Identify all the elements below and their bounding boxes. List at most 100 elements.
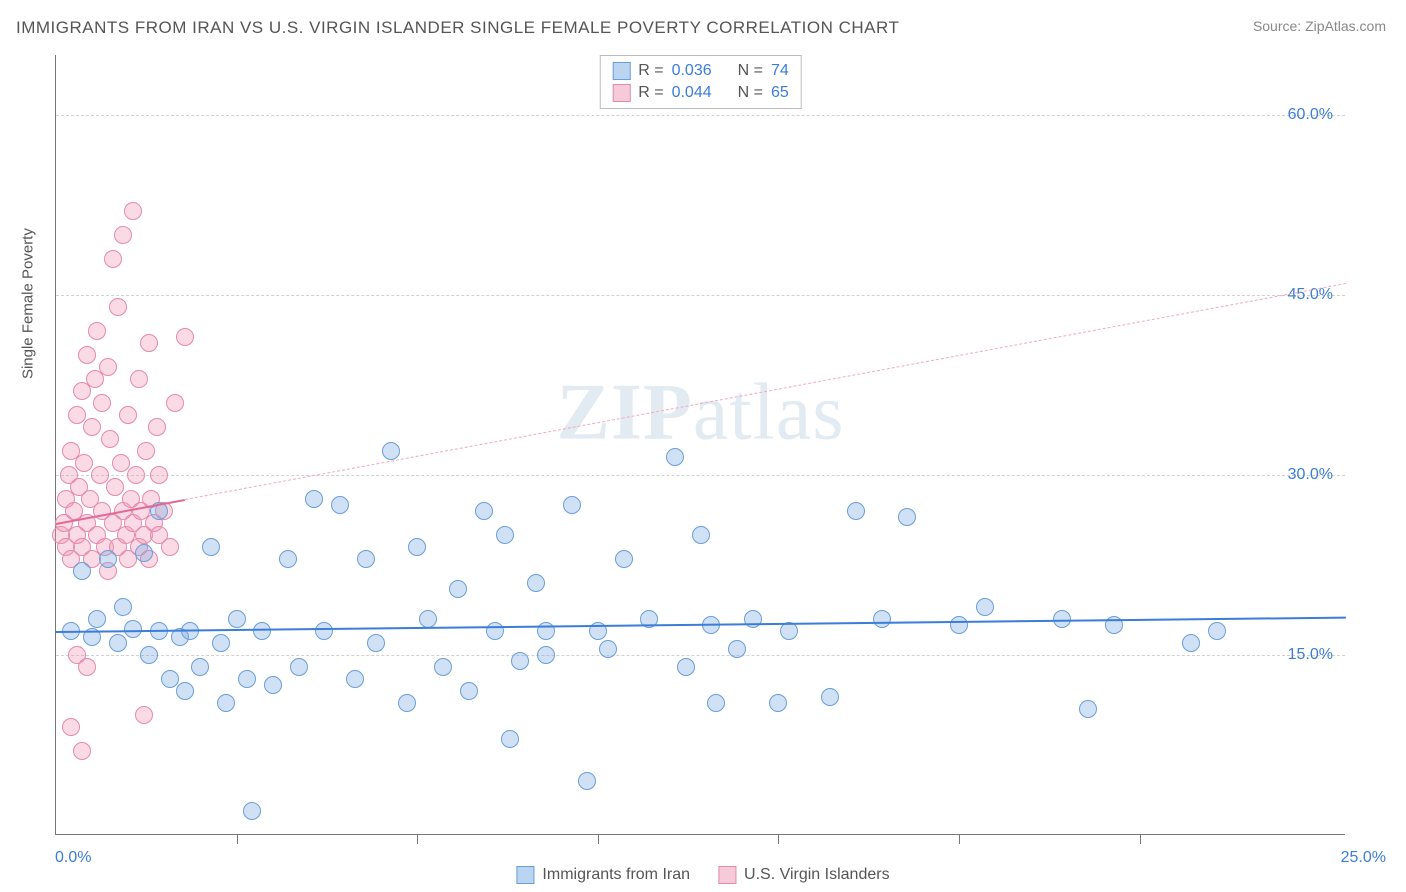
scatter-point [68, 406, 86, 424]
x-tick [417, 834, 418, 844]
legend-r-label: R = [638, 84, 663, 102]
scatter-point [202, 538, 220, 556]
scatter-point [137, 442, 155, 460]
scatter-point [88, 322, 106, 340]
scatter-point [135, 706, 153, 724]
x-axis-min-label: 0.0% [55, 849, 91, 867]
scatter-point [501, 730, 519, 748]
scatter-point [382, 442, 400, 460]
chart-title: IMMIGRANTS FROM IRAN VS U.S. VIRGIN ISLA… [16, 18, 899, 38]
scatter-point [331, 496, 349, 514]
scatter-point [1182, 634, 1200, 652]
scatter-point [976, 598, 994, 616]
scatter-point [599, 640, 617, 658]
scatter-point [83, 418, 101, 436]
scatter-point [112, 454, 130, 472]
plot-area: R =0.036N =74R =0.044N =65 ZIPatlas 15.0… [55, 55, 1345, 835]
scatter-point [408, 538, 426, 556]
scatter-point [109, 634, 127, 652]
legend-r-label: R = [638, 62, 663, 80]
scatter-point [212, 634, 230, 652]
gridline [56, 475, 1345, 476]
legend-swatch-icon [718, 866, 736, 884]
legend-r-value: 0.036 [672, 62, 712, 80]
scatter-point [578, 772, 596, 790]
scatter-point [847, 502, 865, 520]
scatter-point [127, 466, 145, 484]
scatter-point [114, 226, 132, 244]
scatter-point [707, 694, 725, 712]
scatter-point [419, 610, 437, 628]
legend-bottom-item: U.S. Virgin Islanders [718, 866, 890, 884]
legend-row: R =0.044N =65 [612, 82, 789, 104]
scatter-point [315, 622, 333, 640]
scatter-point [563, 496, 581, 514]
scatter-point [728, 640, 746, 658]
x-tick [1140, 834, 1141, 844]
legend-top: R =0.036N =74R =0.044N =65 [599, 55, 802, 109]
scatter-point [486, 622, 504, 640]
y-axis-label: Single Female Poverty [20, 228, 37, 379]
scatter-point [124, 202, 142, 220]
scatter-point [109, 298, 127, 316]
x-tick [959, 834, 960, 844]
scatter-point [615, 550, 633, 568]
legend-swatch-icon [612, 62, 630, 80]
x-tick [778, 834, 779, 844]
scatter-point [119, 406, 137, 424]
scatter-point [140, 334, 158, 352]
scatter-point [140, 646, 158, 664]
scatter-point [873, 610, 891, 628]
scatter-point [161, 670, 179, 688]
legend-n-value: 65 [771, 84, 789, 102]
y-tick-label: 60.0% [1288, 106, 1333, 124]
y-tick-label: 30.0% [1288, 466, 1333, 484]
scatter-point [106, 478, 124, 496]
scatter-point [148, 418, 166, 436]
scatter-point [114, 598, 132, 616]
gridline [56, 115, 1345, 116]
scatter-point [78, 658, 96, 676]
scatter-point [264, 676, 282, 694]
scatter-point [135, 544, 153, 562]
scatter-point [537, 646, 555, 664]
scatter-point [88, 610, 106, 628]
scatter-point [253, 622, 271, 640]
scatter-point [130, 370, 148, 388]
scatter-point [398, 694, 416, 712]
x-tick [237, 834, 238, 844]
legend-swatch-icon [612, 84, 630, 102]
scatter-point [93, 394, 111, 412]
scatter-point [78, 346, 96, 364]
scatter-point [99, 358, 117, 376]
legend-series-label: Immigrants from Iran [542, 866, 690, 884]
legend-n-label: N = [738, 62, 763, 80]
scatter-point [75, 454, 93, 472]
scatter-point [744, 610, 762, 628]
trendline [185, 283, 1346, 500]
scatter-point [124, 620, 142, 638]
scatter-point [101, 430, 119, 448]
legend-r-value: 0.044 [672, 84, 712, 102]
scatter-point [1079, 700, 1097, 718]
legend-swatch-icon [516, 866, 534, 884]
scatter-point [150, 466, 168, 484]
y-tick-label: 15.0% [1288, 646, 1333, 664]
scatter-point [191, 658, 209, 676]
gridline [56, 295, 1345, 296]
x-axis-max-label: 25.0% [1341, 849, 1386, 867]
scatter-point [434, 658, 452, 676]
scatter-point [238, 670, 256, 688]
scatter-point [950, 616, 968, 634]
scatter-point [73, 562, 91, 580]
scatter-point [666, 448, 684, 466]
watermark: ZIPatlas [557, 368, 845, 459]
scatter-point [821, 688, 839, 706]
scatter-point [527, 574, 545, 592]
scatter-point [475, 502, 493, 520]
legend-n-value: 74 [771, 62, 789, 80]
scatter-point [769, 694, 787, 712]
scatter-point [449, 580, 467, 598]
scatter-point [176, 682, 194, 700]
scatter-point [217, 694, 235, 712]
